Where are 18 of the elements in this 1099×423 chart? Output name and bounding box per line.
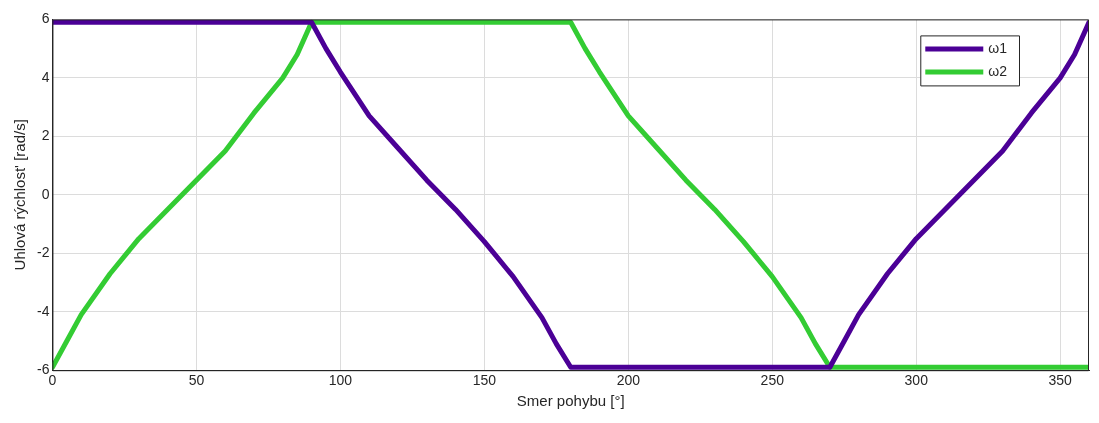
x-tick-label: 200: [616, 372, 641, 389]
x-tick-label: 50: [188, 372, 205, 389]
y-tick-label: 6: [41, 10, 50, 27]
legend-label: ω1: [988, 39, 1008, 56]
x-tick-label: 100: [328, 372, 353, 389]
x-tick-label: 300: [904, 372, 929, 389]
y-tick-label: 4: [41, 68, 50, 85]
y-tick-label: -6: [37, 361, 50, 378]
x-tick-label: 350: [1048, 372, 1073, 389]
y-tick-label: -2: [37, 244, 50, 261]
y-tick-label: 2: [41, 127, 50, 144]
x-tick-label: 150: [472, 372, 497, 389]
x-axis-title: Smer pohybu [°]: [516, 392, 625, 410]
legend-label: ω2: [988, 62, 1008, 79]
y-axis-title: Uhlová rýchlost' [rad/s]: [11, 119, 29, 271]
y-tick-label: 0: [41, 185, 50, 202]
y-tick-label: -4: [37, 302, 50, 319]
x-tick-label: 250: [760, 372, 785, 389]
